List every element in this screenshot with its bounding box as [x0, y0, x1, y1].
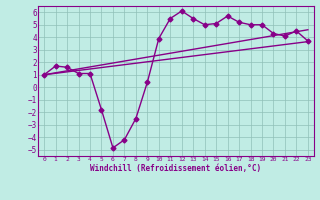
X-axis label: Windchill (Refroidissement éolien,°C): Windchill (Refroidissement éolien,°C) [91, 164, 261, 173]
